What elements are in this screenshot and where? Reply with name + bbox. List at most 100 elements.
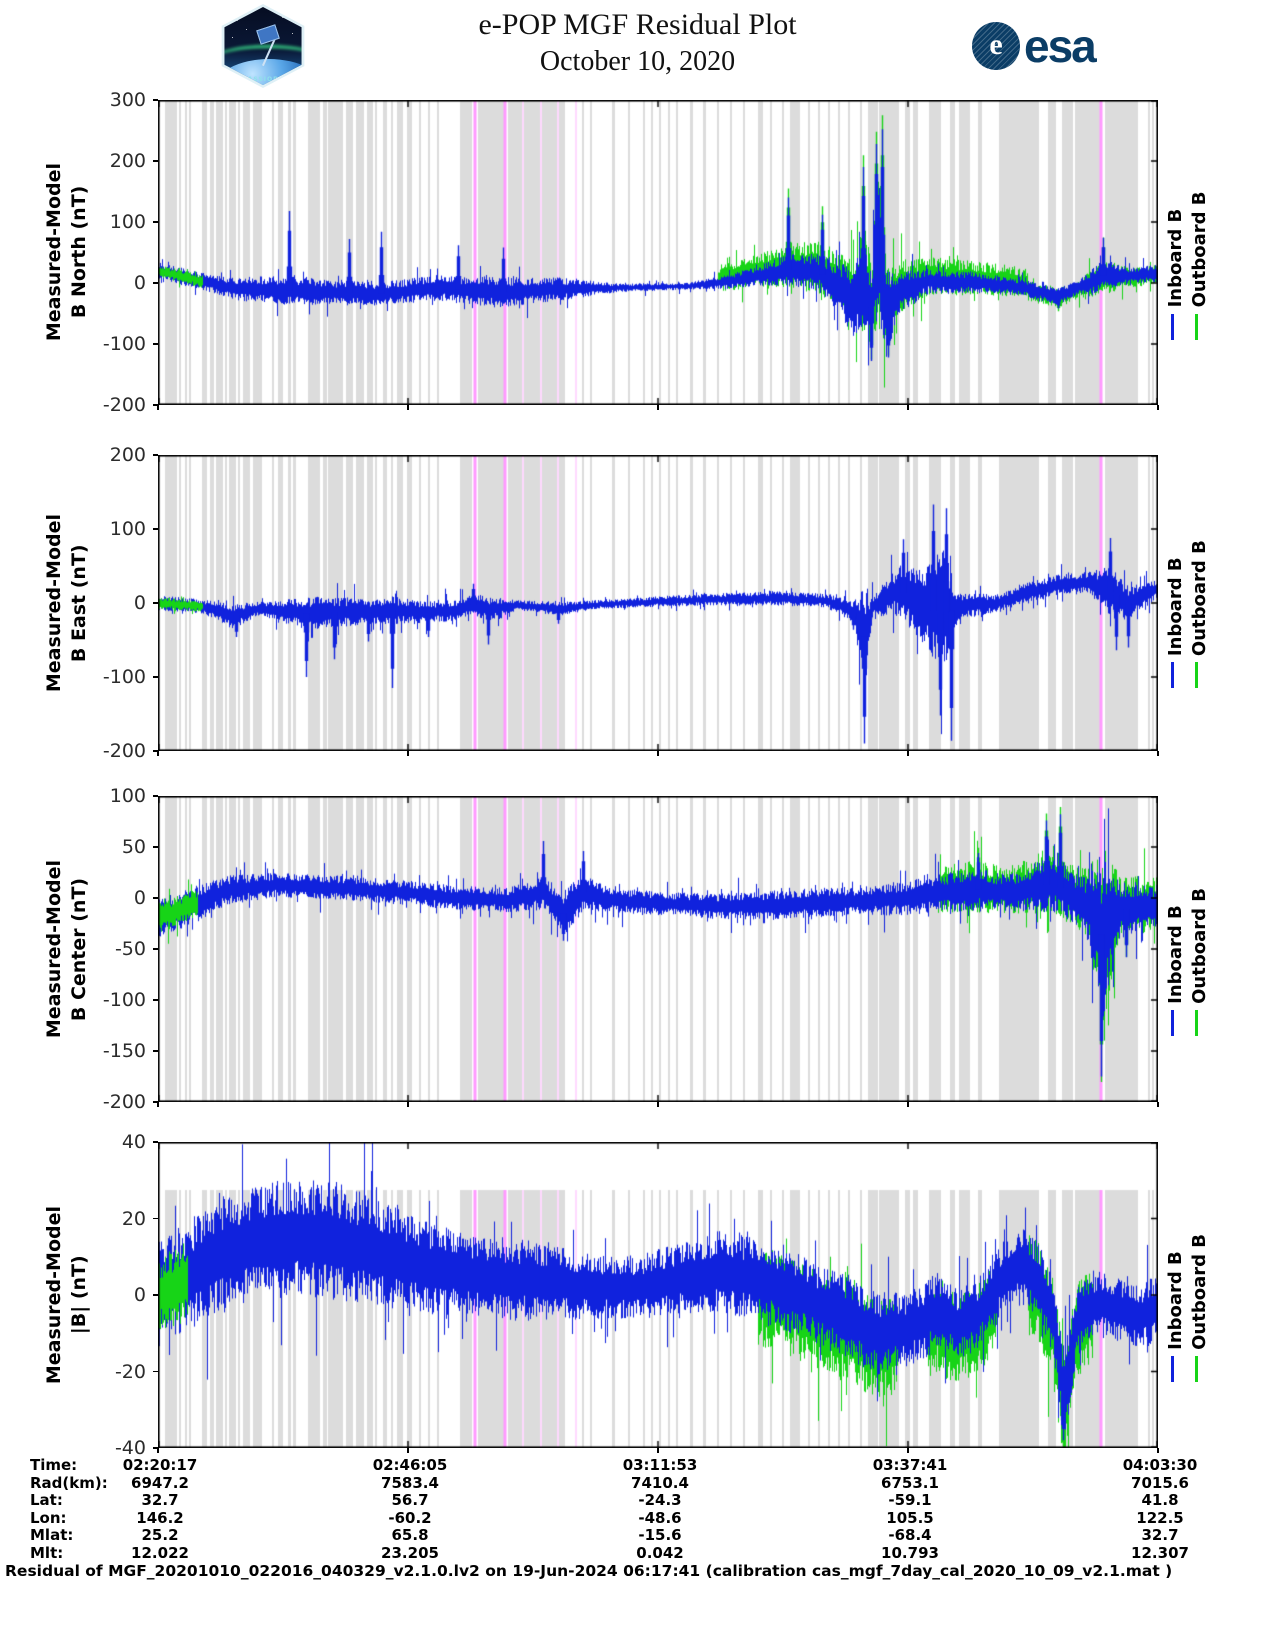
table-cell: 7583.4 xyxy=(381,1473,439,1492)
legend-outboard-line-sample xyxy=(1195,1010,1198,1037)
x-tick-mark xyxy=(407,751,409,756)
b-center-ytick--150: -150 xyxy=(102,1040,146,1062)
table-cell: -15.6 xyxy=(638,1526,682,1544)
y-tick-mark xyxy=(153,1370,158,1372)
legend-outboard-label: Outboard B xyxy=(1189,1234,1210,1351)
y-tick-mark xyxy=(153,897,158,899)
y-tick-mark xyxy=(153,846,158,848)
b-center-ytick-0: 0 xyxy=(133,887,146,909)
table-cell: 7015.6 xyxy=(1131,1473,1189,1492)
table-cell: 41.8 xyxy=(1141,1491,1179,1509)
y-tick-mark xyxy=(153,676,158,678)
legend-inboard-label: Inboard B xyxy=(1165,208,1186,308)
legend-outboard-label: Outboard B xyxy=(1189,191,1210,308)
b-magnitude-ytick-0: 0 xyxy=(133,1284,146,1306)
axis-label-line2: |B| (nT) xyxy=(68,1255,90,1335)
x-tick-mark xyxy=(157,405,159,410)
y-tick-mark xyxy=(153,1141,158,1143)
x-tick-mark xyxy=(907,751,909,756)
b-east-ytick-0: 0 xyxy=(133,592,146,614)
x-tick-mark xyxy=(157,1102,159,1107)
y-tick-mark xyxy=(153,948,158,950)
axis-label-line1: Measured-Model xyxy=(43,513,65,693)
b-east-plot xyxy=(158,455,1158,751)
x-tick-mark xyxy=(907,1102,909,1107)
b-magnitude-legend: Inboard B Outboard B xyxy=(1163,1142,1221,1448)
b-center-ytick--50: -50 xyxy=(114,938,146,960)
cassiope-label: CASSIOPE xyxy=(242,76,284,83)
y-tick-mark xyxy=(153,1447,158,1449)
b-center-axis-label: Measured-Model B Center (nT) xyxy=(40,796,94,1102)
y-tick-mark xyxy=(153,750,158,752)
page-title: e-POP MGF Residual Plot October 10, 2020 xyxy=(0,8,1275,78)
table-cell: 56.7 xyxy=(391,1491,429,1509)
legend-outboard-line-sample xyxy=(1195,1356,1198,1383)
y-tick-mark xyxy=(153,528,158,530)
axis-label-line1: Measured-Model xyxy=(43,163,65,342)
table-cell: -60.2 xyxy=(388,1508,432,1527)
y-tick-mark xyxy=(153,999,158,1001)
table-cell: 23.205 xyxy=(381,1543,439,1562)
footer-file-info: Residual of MGF_20201010_022016_040329_v… xyxy=(5,1562,1173,1580)
table-cell: 10.793 xyxy=(881,1543,939,1562)
table-cell: 02:20:17 xyxy=(122,1456,198,1474)
x-tick-mark xyxy=(907,405,909,410)
b-east-ytick--100: -100 xyxy=(102,666,146,688)
x-tick-mark xyxy=(1157,1448,1159,1453)
b-center-ytick-50: 50 xyxy=(121,836,146,858)
table-cell: 6947.2 xyxy=(131,1473,189,1492)
b-center-plot xyxy=(158,796,1158,1102)
axis-label-line2: B East (nT) xyxy=(68,544,90,662)
legend-outboard-label: Outboard B xyxy=(1189,888,1210,1005)
b-north-ytick-200: 200 xyxy=(109,150,146,172)
axis-label-line2: B Center (nT) xyxy=(68,877,90,1021)
y-tick-mark xyxy=(153,404,158,406)
x-tick-mark xyxy=(407,1448,409,1453)
b-center-ytick--200: -200 xyxy=(102,1091,146,1113)
table-cell: -48.6 xyxy=(638,1508,682,1527)
b-magnitude-plot xyxy=(158,1142,1158,1448)
x-tick-mark xyxy=(1157,1102,1159,1107)
aurora-arc xyxy=(224,45,302,82)
b-east-ytick--200: -200 xyxy=(102,740,146,762)
b-north-legend: Inboard B Outboard B xyxy=(1163,100,1221,405)
table-cell: -68.4 xyxy=(888,1526,932,1544)
x-tick-mark xyxy=(1157,405,1159,410)
axis-label-line2: B North (nT) xyxy=(68,186,90,319)
table-cell: 12.307 xyxy=(1131,1543,1189,1562)
table-cell: 32.7 xyxy=(1141,1526,1179,1544)
table-cell: 105.5 xyxy=(886,1508,934,1527)
y-tick-mark xyxy=(153,1101,158,1103)
table-cell: 146.2 xyxy=(136,1508,184,1527)
b-east-axis-label: Measured-Model B East (nT) xyxy=(40,455,94,751)
legend-inboard-label: Inboard B xyxy=(1165,557,1186,657)
legend-inboard-line-sample xyxy=(1171,662,1174,689)
table-cell: 04:03:30 xyxy=(1122,1456,1198,1474)
esa-globe-letter: e xyxy=(989,28,1003,61)
x-tick-mark xyxy=(157,1448,159,1453)
x-tick-mark xyxy=(407,405,409,410)
table-cell: 25.2 xyxy=(141,1526,179,1544)
table-cell: 03:37:41 xyxy=(872,1456,948,1474)
y-tick-mark xyxy=(153,602,158,604)
x-tick-mark xyxy=(657,1448,659,1453)
axis-label-line1: Measured-Model xyxy=(43,859,65,1039)
satellite-icon xyxy=(256,24,280,45)
x-tick-mark xyxy=(907,1448,909,1453)
legend-inboard-label: Inboard B xyxy=(1165,905,1186,1005)
axis-label-line1: Measured-Model xyxy=(43,1205,65,1385)
table-cell: 122.5 xyxy=(1136,1508,1184,1527)
b-magnitude-axis-label: Measured-Model |B| (nT) xyxy=(40,1142,94,1448)
table-cell: 03:11:53 xyxy=(622,1456,698,1474)
table-row-label-lon: Lon: xyxy=(30,1508,67,1527)
table-row-label-time: Time: xyxy=(30,1456,78,1474)
b-magnitude-ytick-40: 40 xyxy=(121,1131,146,1153)
legend-outboard-label: Outboard B xyxy=(1189,540,1210,657)
table-cell: 6753.1 xyxy=(881,1473,939,1492)
y-tick-mark xyxy=(153,160,158,162)
x-tick-mark xyxy=(407,1102,409,1107)
table-cell: 32.7 xyxy=(141,1491,179,1509)
y-tick-mark xyxy=(153,282,158,284)
table-row-label-radkm: Rad(km): xyxy=(30,1473,108,1492)
